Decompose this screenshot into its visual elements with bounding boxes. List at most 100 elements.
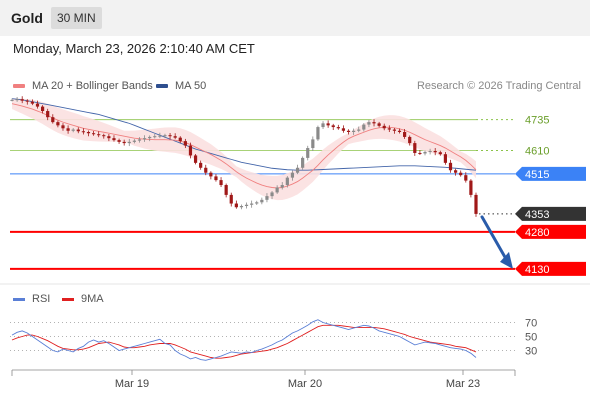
candle-body xyxy=(382,125,386,129)
candle-body xyxy=(316,127,320,140)
candle-body xyxy=(367,122,371,125)
candle-body xyxy=(392,129,397,131)
candle-body xyxy=(71,129,75,131)
candle-body xyxy=(142,138,147,140)
candle-body xyxy=(280,185,284,188)
candle-body xyxy=(341,128,346,131)
rsi-label: RSI xyxy=(32,293,51,305)
rsi-swatch xyxy=(13,297,25,301)
last-price-tag xyxy=(515,206,586,221)
candle-body xyxy=(443,154,448,163)
candle-body xyxy=(250,203,254,205)
candle-body xyxy=(219,180,223,186)
rsi-panel: 70 50 30 xyxy=(10,318,537,361)
candle-body xyxy=(188,145,193,156)
candle-body xyxy=(61,125,65,129)
level-label-4735: 4735 xyxy=(525,115,549,127)
candle-body xyxy=(387,128,391,130)
candle-body xyxy=(413,143,417,153)
ma9-swatch xyxy=(62,297,74,301)
level-tag-4280 xyxy=(515,224,586,239)
candle-body xyxy=(377,123,381,126)
x-tick-label: Mar 20 xyxy=(288,378,322,390)
candle-body xyxy=(224,185,228,195)
candle-body xyxy=(193,155,198,163)
candle-body xyxy=(346,130,351,132)
timeframe-badge[interactable]: 30 MIN xyxy=(51,7,102,29)
candle-body xyxy=(357,129,361,131)
candle-body xyxy=(86,132,91,134)
candle-body xyxy=(183,141,187,146)
candle-body xyxy=(122,141,126,144)
candle-body xyxy=(448,162,453,171)
ma9-label: 9MA xyxy=(81,293,104,305)
ma50-swatch xyxy=(156,84,168,88)
candle-body xyxy=(423,151,427,154)
candle-body xyxy=(372,122,376,124)
candle-body xyxy=(428,150,432,152)
candle-body xyxy=(56,122,60,126)
candle-body xyxy=(209,172,213,177)
candle-body xyxy=(433,150,437,153)
candle-body xyxy=(158,135,162,137)
price-level-labels: 4735 4610 4515 4280 4130 xyxy=(515,115,586,276)
ma50-label: MA 50 xyxy=(175,80,207,92)
level-tag-4130 xyxy=(515,261,586,276)
legend-rsi: RSI xyxy=(13,293,50,305)
rsi-tick-50: 50 xyxy=(525,332,537,344)
last-price-label: 4353 xyxy=(525,209,549,221)
candle-body xyxy=(239,206,244,208)
candle-body xyxy=(321,123,325,128)
rsi-tick-30: 30 xyxy=(525,346,537,358)
candle-body xyxy=(81,131,85,133)
candle-body xyxy=(97,134,101,136)
candle-body xyxy=(352,130,356,132)
candle-body xyxy=(51,117,55,123)
candle-body xyxy=(214,176,218,181)
candle-body xyxy=(306,148,310,158)
candle-body xyxy=(301,157,305,168)
ma20-swatch xyxy=(13,84,25,88)
level-label-4610: 4610 xyxy=(525,146,549,158)
ma20-line xyxy=(11,103,477,189)
candle-body xyxy=(464,175,468,181)
candle-body xyxy=(229,194,233,204)
candle-body xyxy=(76,129,80,132)
x-tick-label: Mar 19 xyxy=(115,378,149,390)
candle-body xyxy=(117,140,121,142)
candle-body xyxy=(295,167,300,173)
candle-body xyxy=(234,203,238,208)
candle-body xyxy=(66,128,70,131)
legend-ma20: MA 20 + Bollinger Bands xyxy=(13,80,153,92)
candle-body xyxy=(397,130,402,132)
candle-body xyxy=(137,139,142,141)
candle-body xyxy=(362,124,366,130)
candle-body xyxy=(40,106,45,112)
candle-body xyxy=(199,162,203,168)
candle-body xyxy=(168,135,172,137)
candle-body xyxy=(204,167,208,173)
x-tick-label: Mar 23 xyxy=(446,378,480,390)
rsi-tick-70: 70 xyxy=(525,318,537,330)
chart-header: Gold 30 MIN xyxy=(0,0,590,36)
candle-body xyxy=(285,177,289,186)
candle-body xyxy=(326,123,330,126)
candle-body xyxy=(102,135,106,137)
level-label-4130: 4130 xyxy=(525,264,549,276)
candle-body xyxy=(459,172,463,176)
research-credit: Research © 2026 Trading Central xyxy=(416,80,581,92)
candle-body xyxy=(178,137,182,142)
candle-body xyxy=(112,138,116,141)
candle-body xyxy=(408,136,412,144)
candle-body xyxy=(35,103,40,107)
x-axis: Mar 19 Mar 20 Mar 23 xyxy=(11,369,516,390)
candle-body xyxy=(20,99,24,101)
arrow-shaft xyxy=(480,215,508,261)
candle-body xyxy=(15,99,19,101)
candle-body xyxy=(270,192,274,197)
candle-body xyxy=(244,204,249,206)
candles xyxy=(10,96,478,217)
candle-body xyxy=(132,140,136,142)
candle-body xyxy=(91,133,96,135)
